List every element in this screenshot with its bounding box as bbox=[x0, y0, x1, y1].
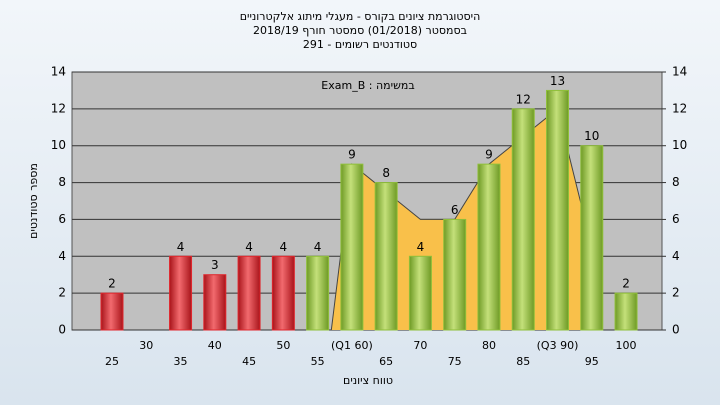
y2-tick-label: 6 bbox=[672, 212, 680, 226]
bar bbox=[306, 255, 330, 331]
bar bbox=[169, 255, 193, 331]
y2-tick-label: 10 bbox=[672, 138, 687, 152]
x-tick-label: (Q1 60) bbox=[331, 339, 373, 352]
bar bbox=[408, 255, 432, 331]
value-label: 6 bbox=[451, 203, 459, 217]
x-tick-label: 100 bbox=[616, 339, 637, 352]
value-label: 9 bbox=[348, 148, 356, 162]
bar bbox=[100, 292, 124, 331]
y2-tick-label: 14 bbox=[672, 65, 687, 79]
y2-tick-label: 4 bbox=[672, 249, 680, 263]
bar bbox=[374, 182, 398, 331]
value-label: 4 bbox=[177, 240, 185, 254]
value-label: 4 bbox=[245, 240, 253, 254]
y2-tick-label: 0 bbox=[672, 323, 680, 337]
x-tick-label: 55 bbox=[311, 355, 325, 368]
y2-tick-label: 8 bbox=[672, 175, 680, 189]
x-tick-label: 70 bbox=[413, 339, 427, 352]
bar bbox=[580, 145, 604, 331]
y-tick-label: 0 bbox=[58, 323, 66, 337]
x-tick-label: (Q3 90) bbox=[537, 339, 579, 352]
y-tick-label: 12 bbox=[51, 101, 66, 115]
value-label: 4 bbox=[417, 240, 425, 254]
value-label: 13 bbox=[550, 74, 565, 88]
value-label: 2 bbox=[622, 277, 630, 291]
annotation: במשימה : Exam_B bbox=[321, 79, 414, 92]
value-label: 4 bbox=[280, 240, 288, 254]
value-label: 9 bbox=[485, 148, 493, 162]
x-tick-label: 75 bbox=[448, 355, 462, 368]
y2-tick-label: 2 bbox=[672, 286, 680, 300]
value-label: 3 bbox=[211, 258, 219, 272]
y-axis-label: מספר סטודנטים bbox=[27, 163, 40, 239]
y2-tick-label: 12 bbox=[672, 101, 687, 115]
y-tick-label: 2 bbox=[58, 286, 66, 300]
value-label: 12 bbox=[516, 92, 531, 106]
chart-subtitle: בסמסטר (01/2018) סמסטר חורף 2018/19 bbox=[253, 24, 467, 37]
x-tick-label: 45 bbox=[242, 355, 256, 368]
value-label: 4 bbox=[314, 240, 322, 254]
bar bbox=[511, 108, 535, 331]
bar bbox=[271, 255, 295, 331]
x-tick-label: 65 bbox=[379, 355, 393, 368]
x-tick-label: 30 bbox=[139, 339, 153, 352]
x-tick-label: 80 bbox=[482, 339, 496, 352]
value-label: 2 bbox=[108, 277, 116, 291]
bar bbox=[546, 89, 570, 331]
x-tick-label: 95 bbox=[585, 355, 599, 368]
y-tick-label: 8 bbox=[58, 175, 66, 189]
bar bbox=[477, 163, 501, 331]
value-label: 8 bbox=[382, 166, 390, 180]
y-tick-label: 14 bbox=[51, 65, 66, 79]
bar bbox=[237, 255, 261, 331]
x-tick-label: 40 bbox=[208, 339, 222, 352]
chart-title: היסטוגרמת ציונים בקורס - מעגלי מיתוג אלק… bbox=[240, 10, 481, 23]
bar bbox=[614, 292, 638, 331]
x-axis-label: טווח ציונים bbox=[343, 374, 393, 387]
y-tick-label: 4 bbox=[58, 249, 66, 263]
bar bbox=[203, 274, 227, 331]
value-label: 10 bbox=[584, 129, 599, 143]
y-tick-label: 10 bbox=[51, 138, 66, 152]
x-tick-label: 50 bbox=[276, 339, 290, 352]
y-tick-label: 6 bbox=[58, 212, 66, 226]
bar bbox=[340, 163, 364, 331]
bar bbox=[443, 218, 467, 331]
x-tick-label: 35 bbox=[174, 355, 188, 368]
x-tick-label: 85 bbox=[516, 355, 530, 368]
chart-subtitle: סטודנטים רשומים - 291 bbox=[303, 38, 417, 51]
x-tick-label: 25 bbox=[105, 355, 119, 368]
